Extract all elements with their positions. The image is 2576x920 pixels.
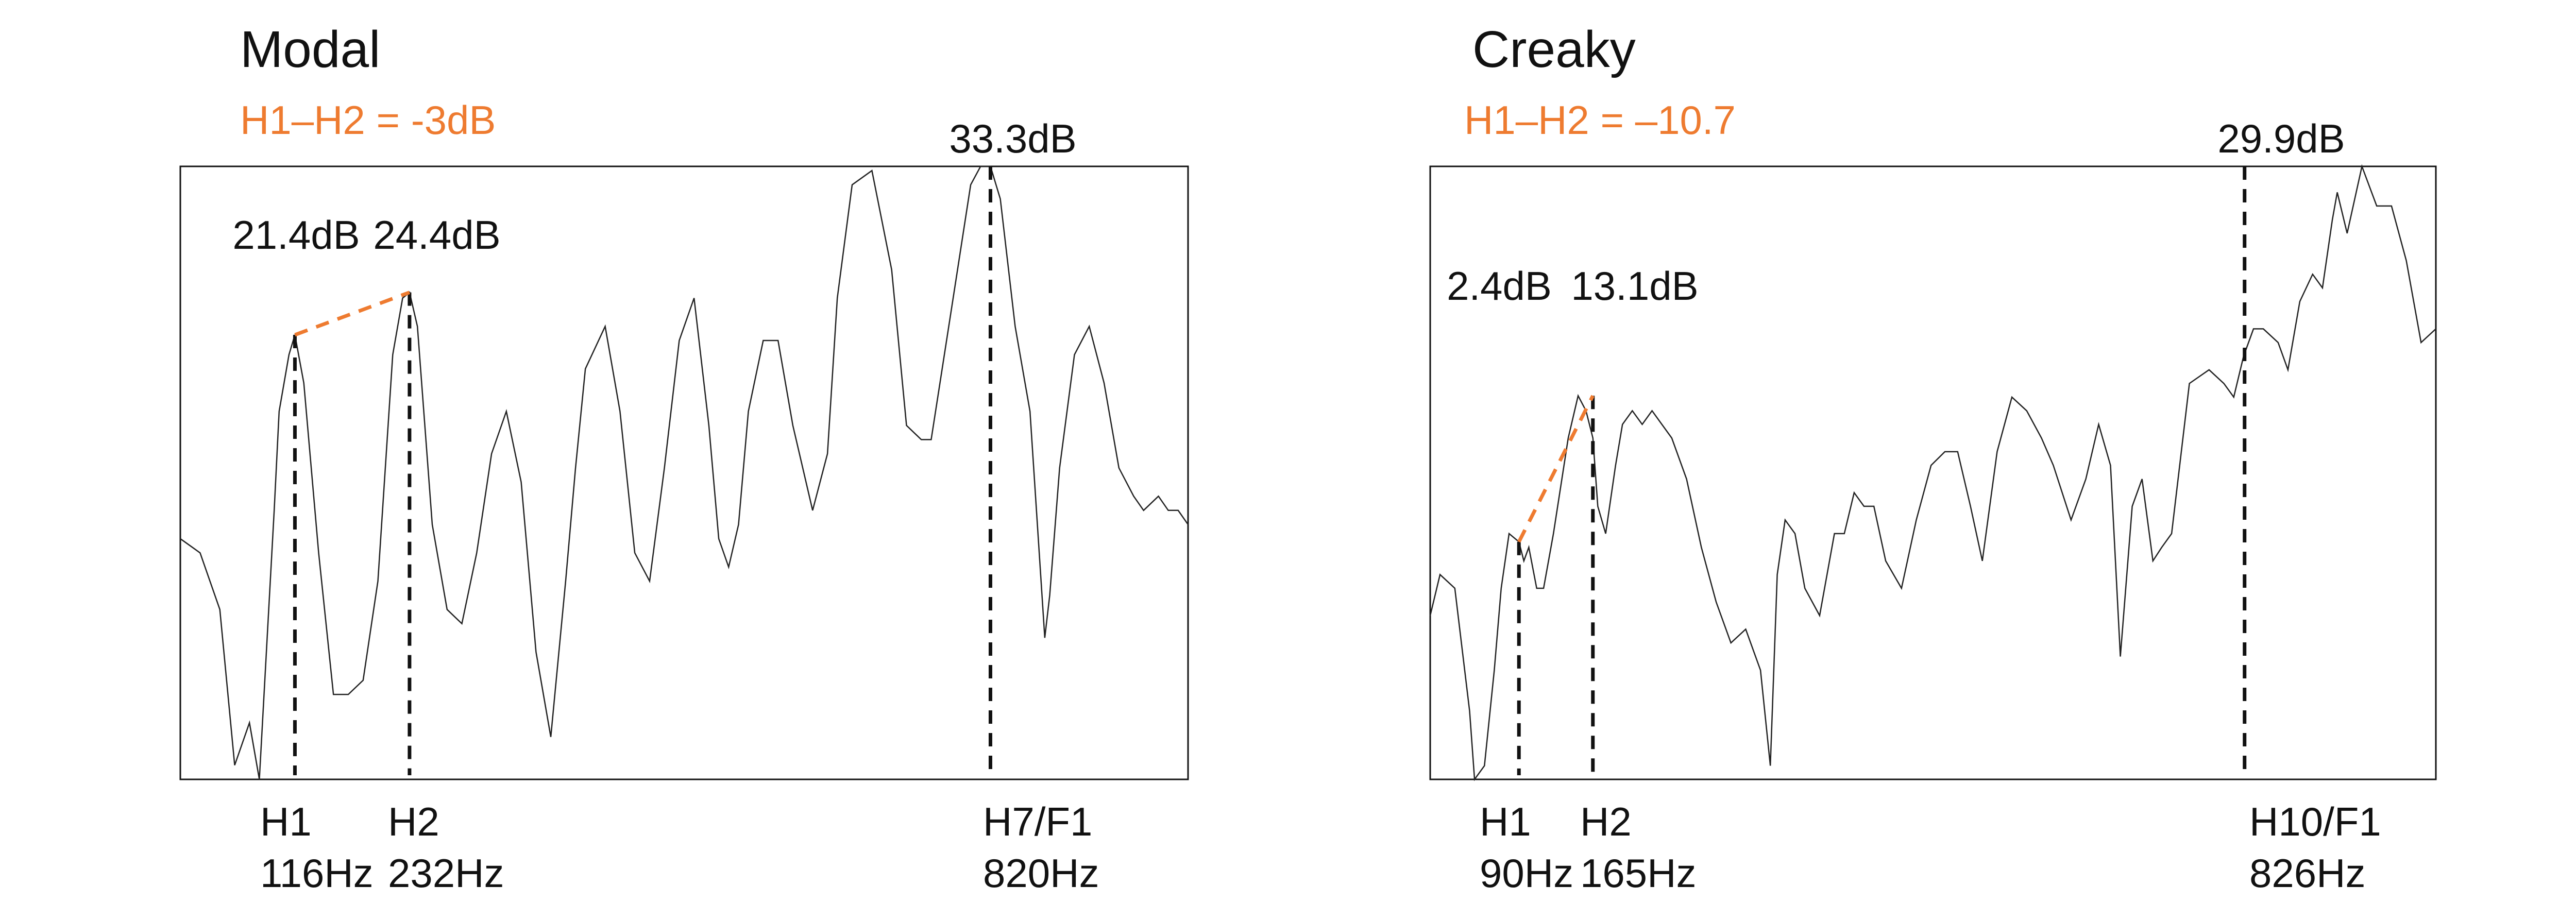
spectrum-curve <box>1429 164 2436 781</box>
panel-title: Creaky <box>1472 21 1636 78</box>
h2-harmonic-label: H2 <box>1580 799 1632 844</box>
h1-harmonic-label: H1 <box>260 799 312 844</box>
formant-harmonic-label: H7/F1 <box>983 799 1092 844</box>
h1-amplitude-label: 2.4dB <box>1447 263 1552 309</box>
h1-frequency-label: 116Hz <box>260 850 374 896</box>
h2-amplitude-label: 24.4dB <box>373 212 500 258</box>
h2-harmonic-label: H2 <box>388 799 439 844</box>
h1-h2-connector <box>294 291 411 337</box>
h2-frequency-label: 232Hz <box>388 850 504 896</box>
h1-h2-difference-label: H1–H2 = –10.7 <box>1464 97 1736 143</box>
panel-title: Modal <box>240 21 380 78</box>
h1-amplitude-label: 21.4dB <box>232 212 360 258</box>
plot-frame <box>1429 165 2437 780</box>
formant-harmonic-label: H10/F1 <box>2249 799 2381 844</box>
formant-amplitude-label: 29.9dB <box>2217 116 2345 161</box>
panel-creaky: Creaky H1–H2 = –10.7 2.4dB 13.1dB 29.9dB… <box>1429 21 2437 896</box>
formant-amplitude-label: 33.3dB <box>949 116 1076 161</box>
panel-modal: Modal H1–H2 = -3dB 21.4dB 24.4dB 33.3dB … <box>179 21 1189 896</box>
h2-frequency-label: 165Hz <box>1580 850 1696 896</box>
formant-frequency-label: 826Hz <box>2249 850 2365 896</box>
formant-frequency-label: 820Hz <box>983 850 1099 896</box>
h2-amplitude-label: 13.1dB <box>1571 263 1698 309</box>
h1-h2-difference-label: H1–H2 = -3dB <box>240 97 496 143</box>
h1-harmonic-label: H1 <box>1480 799 1531 844</box>
h1-frequency-label: 90Hz <box>1480 850 1573 896</box>
plot-frame <box>179 165 1189 780</box>
spectrum-curve <box>180 165 1189 780</box>
h1-h2-connector <box>1517 395 1595 543</box>
